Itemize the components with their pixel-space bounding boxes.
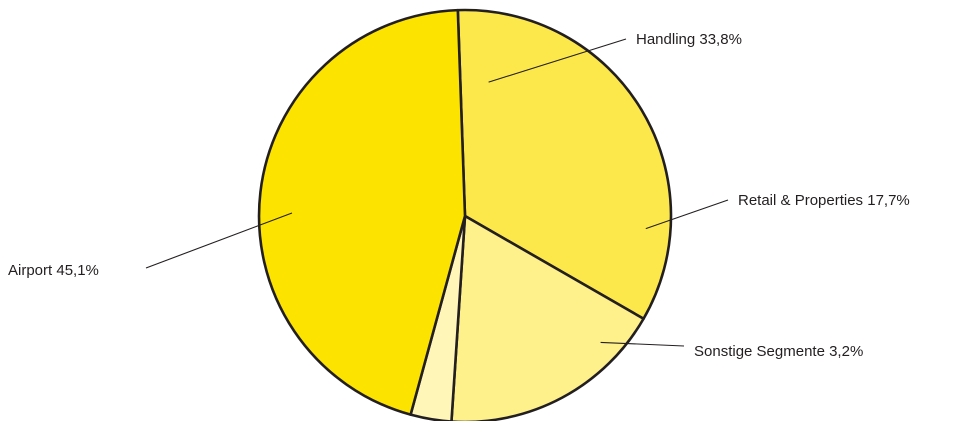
leader-line-airport	[145, 212, 293, 269]
slice-label-airport: Airport 45,1%	[8, 262, 99, 279]
slice-label-sonstige-segmente: Sonstige Segmente 3,2%	[694, 343, 863, 360]
slice-label-retail-properties: Retail & Properties 17,7%	[738, 192, 910, 209]
leader-line-sonstige-segmente	[600, 341, 685, 347]
leader-line-handling	[488, 38, 627, 83]
pie-slice-airport	[257, 8, 467, 416]
pie-slices	[257, 8, 673, 421]
slice-label-handling: Handling 33,8%	[636, 31, 742, 48]
slice-labels: Handling 33,8% Retail & Properties 17,7% S…	[8, 31, 910, 360]
leader-lines	[145, 38, 729, 347]
leader-line-retail-properties	[645, 199, 729, 230]
pie-slice-retail-properties	[450, 214, 645, 421]
